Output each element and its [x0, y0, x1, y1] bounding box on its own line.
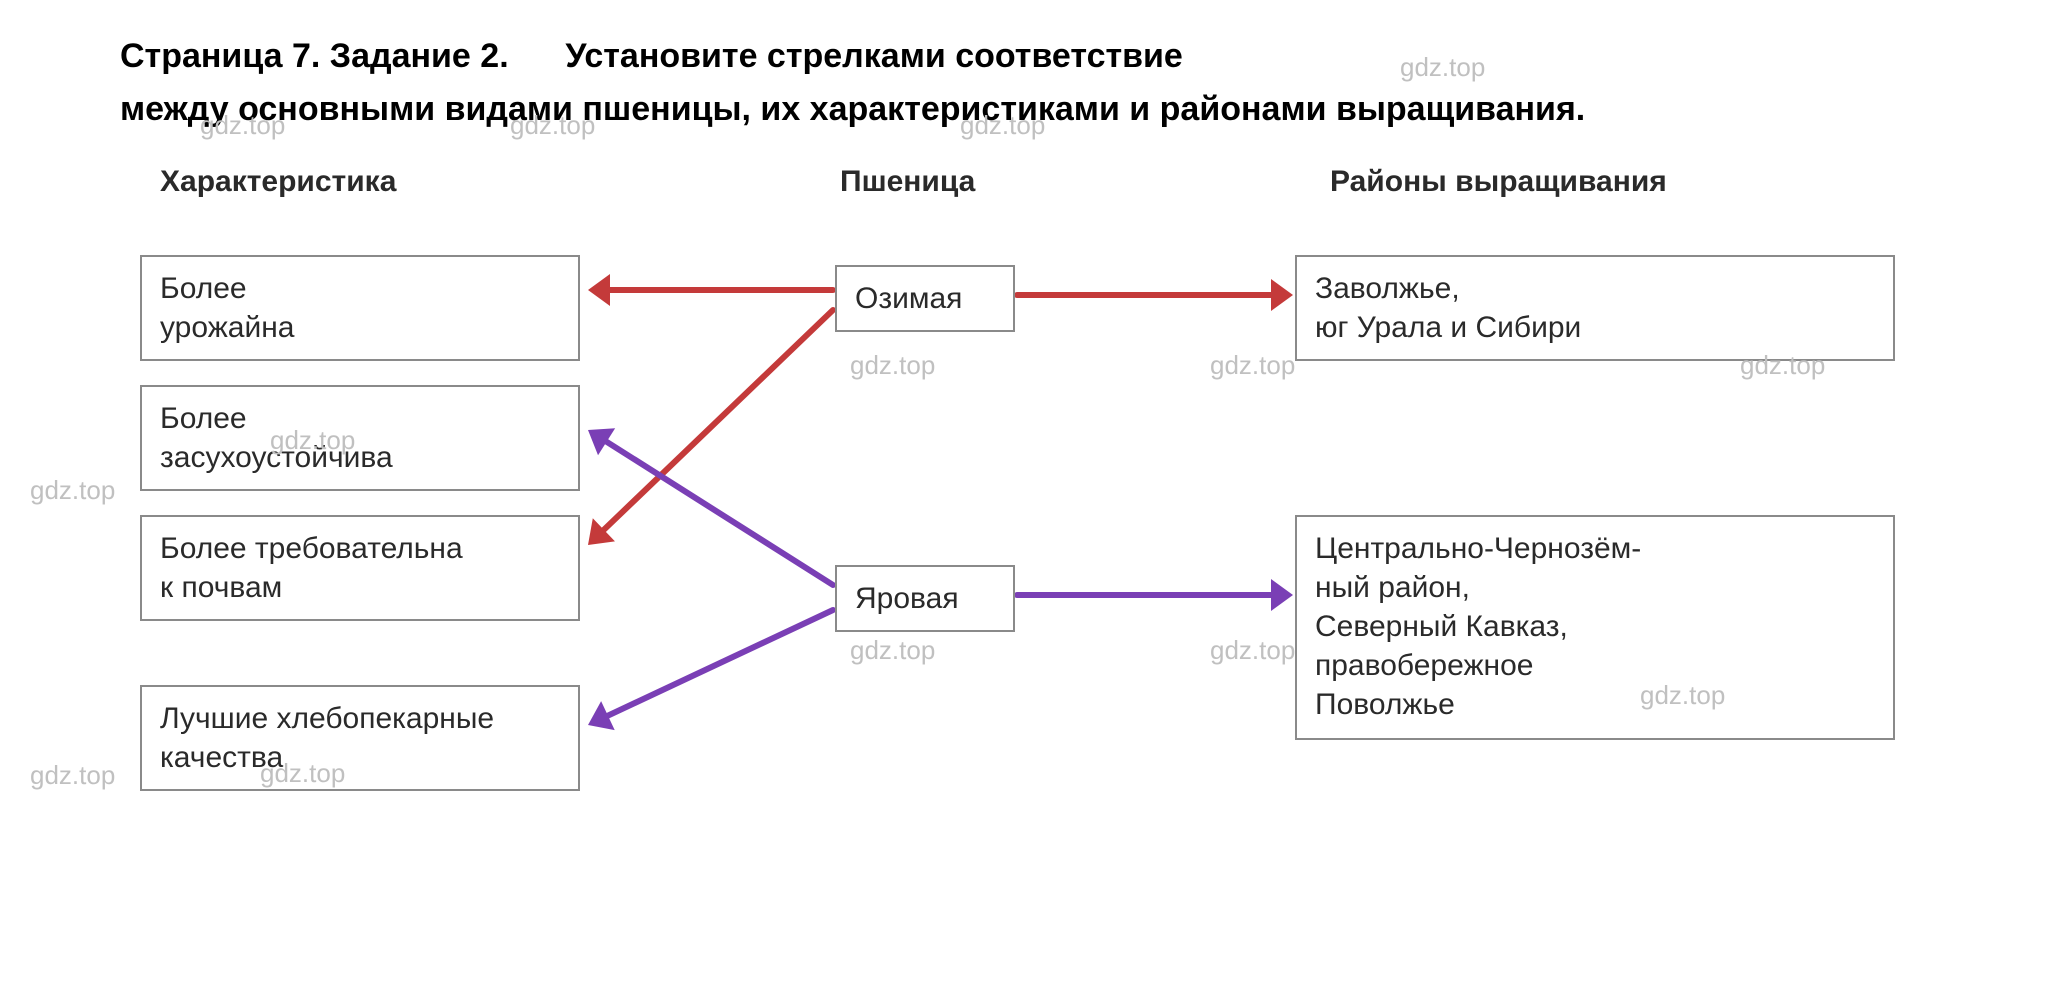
- characteristic-box-1: Более засухоустойчива: [140, 385, 580, 491]
- header-line2: между основными видами пшеницы, их харак…: [120, 90, 1585, 128]
- region-box-1: Центрально-Чернозём- ный район, Северный…: [1295, 515, 1895, 740]
- column-header-regions: Районы выращивания: [1330, 165, 1667, 199]
- wheat-box-0: Озимая: [835, 265, 1015, 332]
- header-line1b: Установите стрелками соответствие: [565, 37, 1183, 75]
- characteristic-box-0: Более урожайна: [140, 255, 580, 361]
- column-header-wheat: Пшеница: [840, 165, 975, 199]
- header-line1: Страница 7. Задание 2.: [120, 37, 509, 75]
- characteristic-box-3: Лучшие хлебопекарные качества: [140, 685, 580, 791]
- task-header: Страница 7. Задание 2. Установите стрелк…: [0, 0, 2057, 155]
- diagram-container: Характеристика Пшеница Районы выращивани…: [0, 165, 2057, 865]
- region-box-0: Заволжье, юг Урала и Сибири: [1295, 255, 1895, 361]
- characteristic-box-2: Более требовательна к почвам: [140, 515, 580, 621]
- column-header-characteristics: Характеристика: [160, 165, 396, 199]
- wheat-box-1: Яровая: [835, 565, 1015, 632]
